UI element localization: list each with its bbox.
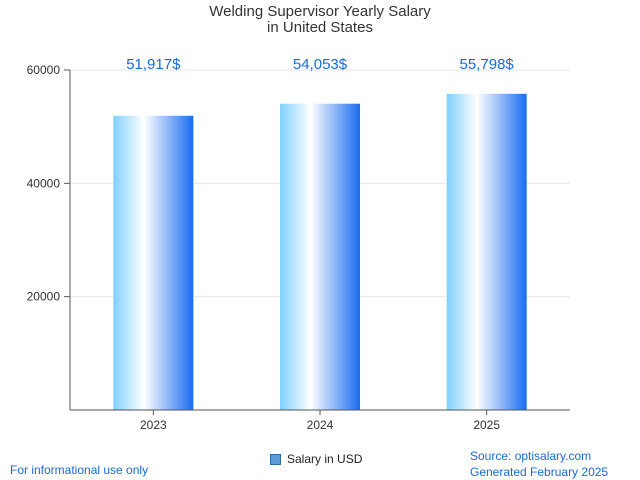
bar-2024 <box>280 103 360 410</box>
bar-2023 <box>113 115 194 411</box>
y-tick-label: 60000 <box>27 63 61 77</box>
legend-swatch <box>270 453 281 465</box>
value-label-2024: 54,053$ <box>293 56 348 73</box>
footer-disclaimer: For informational use only <box>10 463 149 477</box>
footer-source: Source: optisalary.com Generated Februar… <box>470 448 608 480</box>
footer-generated-text: Generated February 2025 <box>470 465 609 479</box>
chart-title: Welding Supervisor Yearly Salary in Unit… <box>0 4 640 36</box>
y-tick-label: 40000 <box>27 176 61 190</box>
chart-title-line-1: Welding Supervisor Yearly Salary <box>209 3 431 20</box>
x-tick-label-2023: 2023 <box>140 418 167 432</box>
footer-source-text: Source: optisalary.com <box>470 449 592 463</box>
chart-title-line-2: in United States <box>267 19 373 36</box>
legend[interactable]: Salary in USD <box>270 452 362 466</box>
axes <box>64 69 570 415</box>
x-tick-label-2025: 2025 <box>473 418 500 432</box>
bars <box>113 93 527 411</box>
y-tick-label: 20000 <box>27 290 61 304</box>
value-label-2023: 51,917$ <box>126 56 181 73</box>
x-tick-label-2024: 2024 <box>307 418 334 432</box>
legend-label: Salary in USD <box>287 452 363 466</box>
bar-2025 <box>446 93 527 410</box>
value-label-2025: 55,798$ <box>460 56 515 73</box>
labels: 20000 40000 60000 51,917$ 2023 54,053$ 2024 55,… <box>27 56 515 432</box>
